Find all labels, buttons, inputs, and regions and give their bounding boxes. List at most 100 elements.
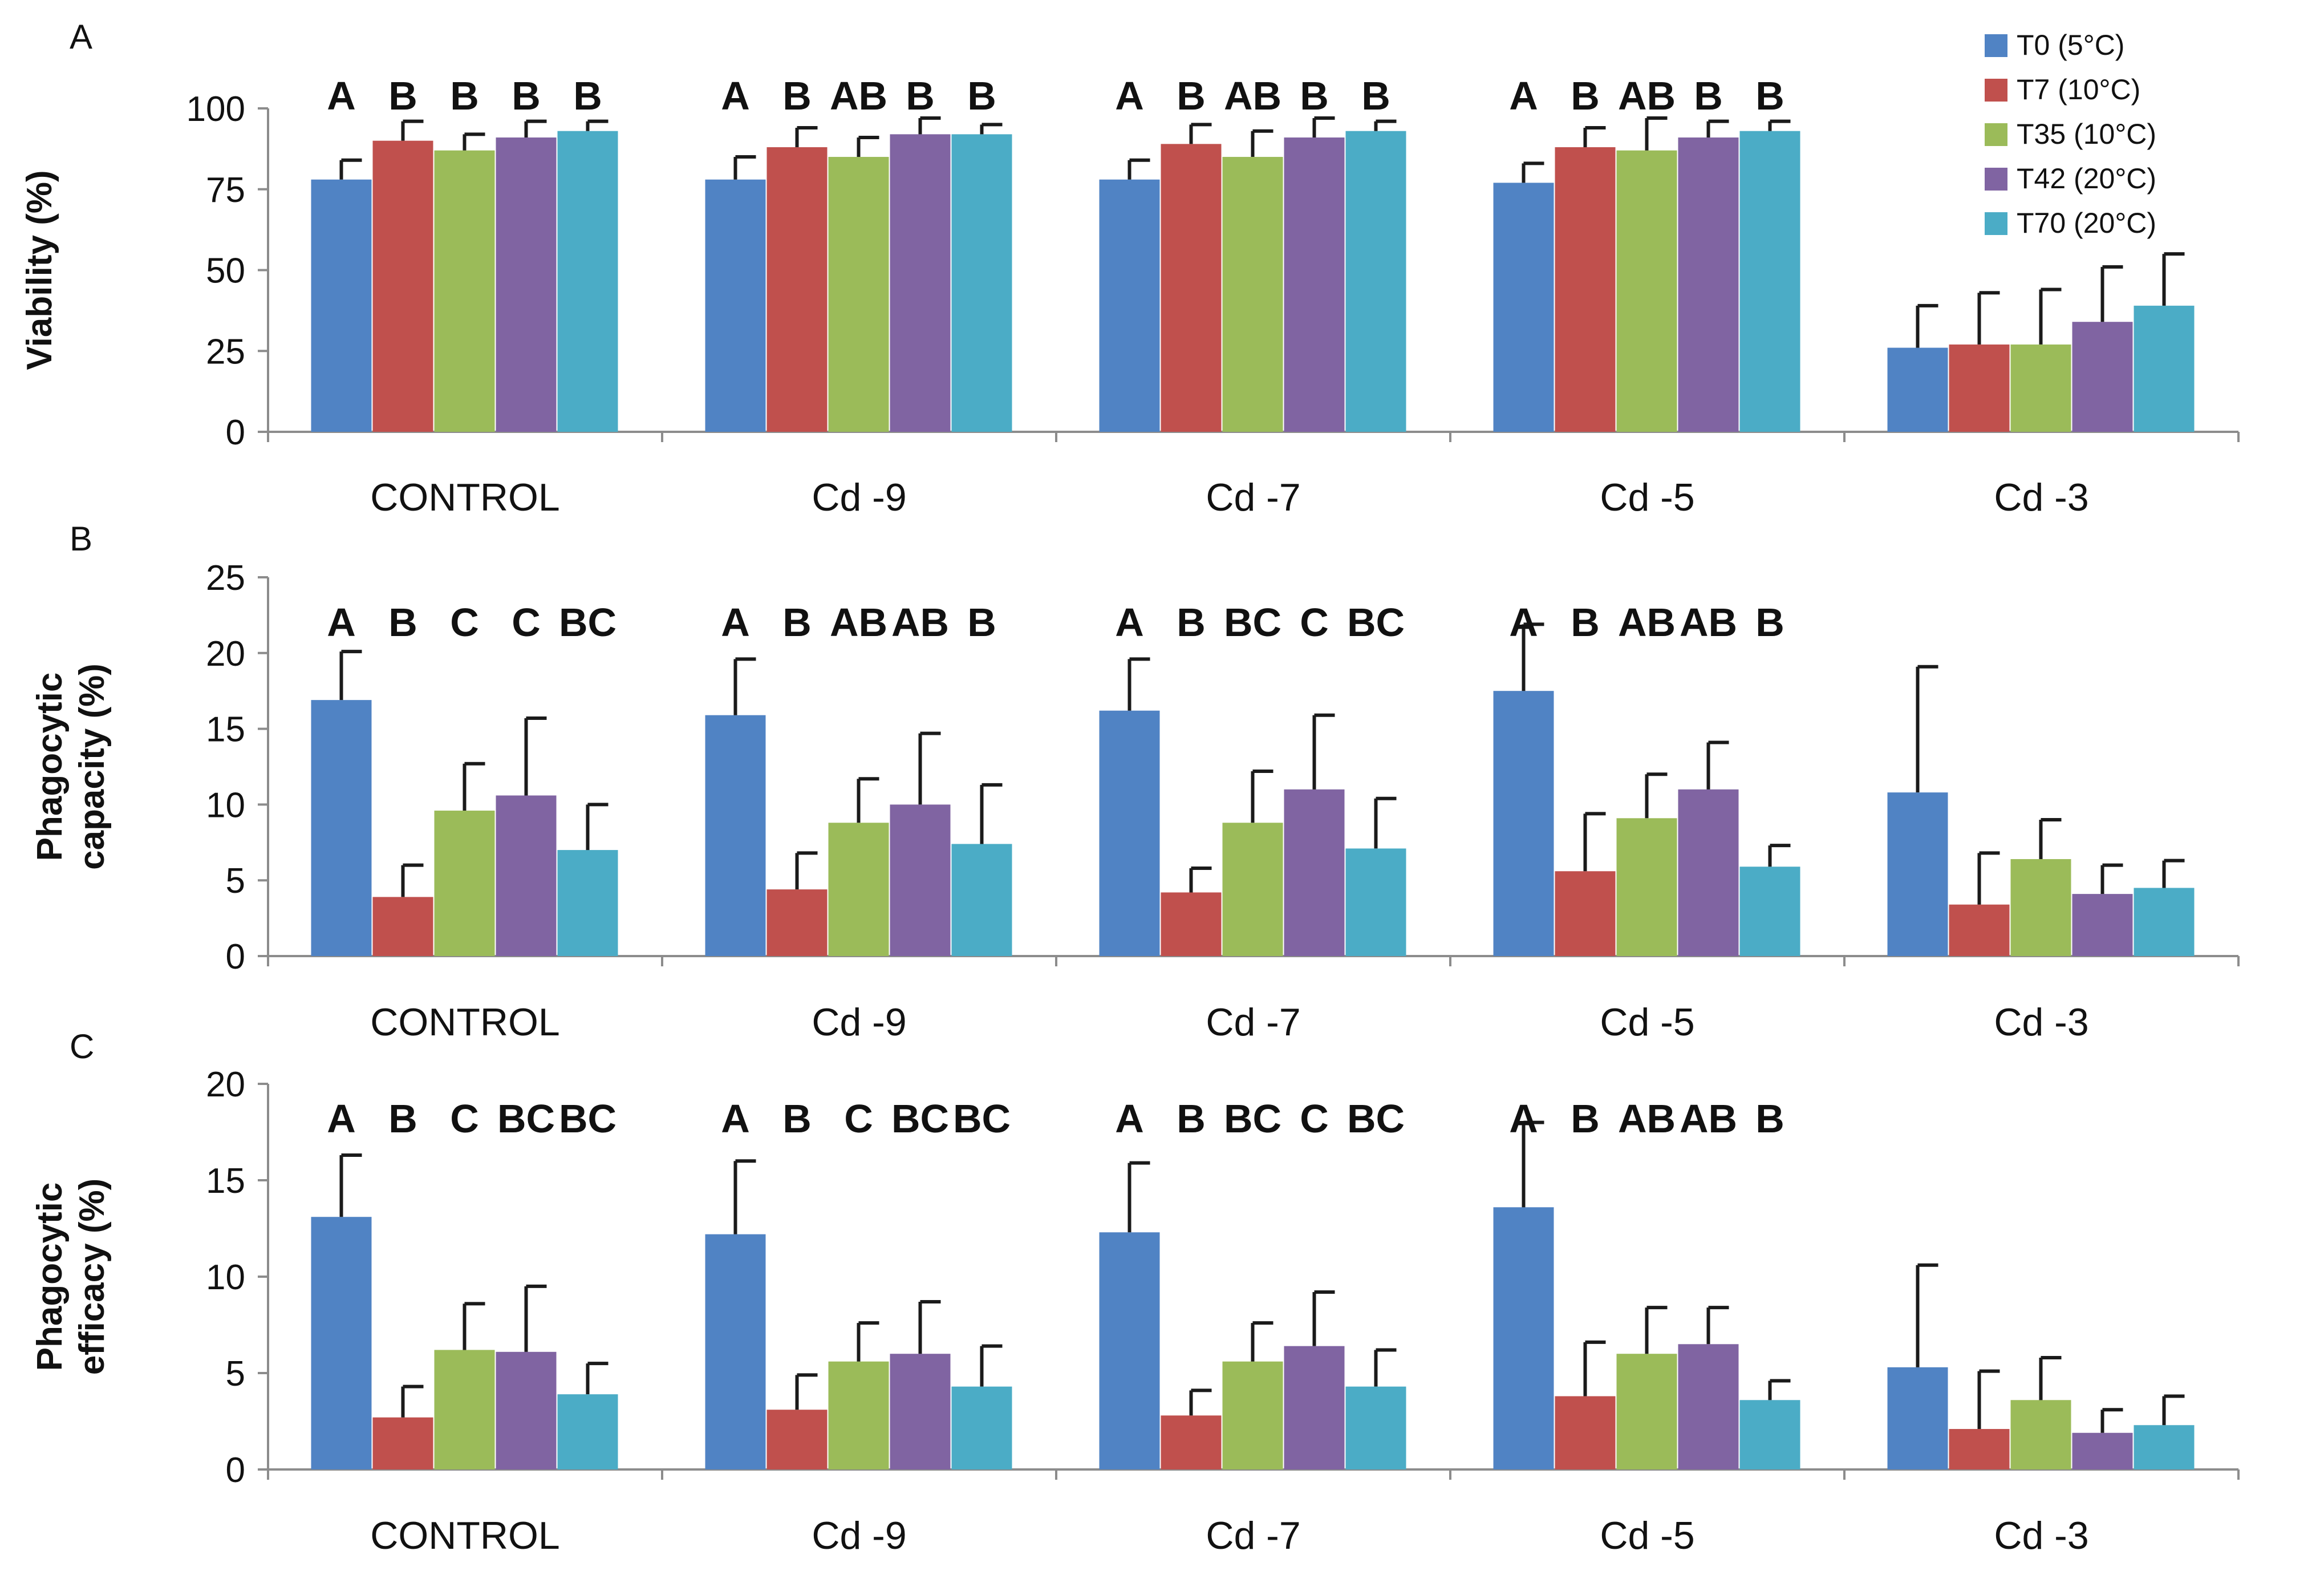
panel-c-significance-label: B bbox=[388, 1096, 417, 1141]
legend-swatch bbox=[1985, 123, 2007, 146]
panel-a-bar bbox=[1161, 144, 1222, 432]
panel-c-y-axis-title-line: efficacy (%) bbox=[72, 1179, 112, 1375]
panel-c-bar bbox=[766, 1410, 828, 1469]
panel-b-significance-label: A bbox=[721, 600, 750, 645]
panel-a-bar bbox=[890, 134, 951, 432]
panel-a-y-tick-label: 0 bbox=[226, 413, 245, 452]
panel-b-bar bbox=[766, 889, 828, 956]
panel-c-category-label: CONTROL bbox=[370, 1514, 559, 1557]
panel-a-significance-label: B bbox=[967, 74, 996, 118]
panel-b-y-tick-label: 20 bbox=[206, 634, 245, 674]
panel-c-significance-label: A bbox=[1509, 1096, 1538, 1141]
panel-b-significance-label: A bbox=[1509, 600, 1538, 645]
panel-c-bar bbox=[372, 1417, 433, 1469]
panel-b-category-label: Cd -9 bbox=[812, 1001, 906, 1044]
panel-a-bar bbox=[1345, 131, 1406, 432]
panel-c-significance-label: A bbox=[327, 1096, 356, 1141]
panel-b-bar bbox=[890, 804, 951, 956]
panel-a-bar bbox=[2010, 344, 2071, 432]
panel-b-bar bbox=[705, 715, 766, 956]
panel-c-significance-label: A bbox=[721, 1096, 750, 1141]
panel-b-letter: B bbox=[70, 520, 92, 558]
panel-c-y-tick-label: 0 bbox=[226, 1451, 245, 1490]
panel-c-significance-label: BC bbox=[497, 1096, 555, 1141]
panel-b-significance-label: B bbox=[782, 600, 812, 645]
panel-b-bar bbox=[1949, 904, 2010, 956]
panel-a-significance-label: A bbox=[1115, 74, 1144, 118]
panel-c-bar bbox=[1949, 1429, 2010, 1469]
panel-c-bar bbox=[2010, 1400, 2071, 1469]
panel-b-y-tick-label: 25 bbox=[206, 558, 245, 598]
panel-b-bar bbox=[1616, 818, 1677, 956]
panel-a-bar bbox=[1887, 347, 1948, 432]
panel-c-significance-label: B bbox=[1755, 1096, 1784, 1141]
panel-c-significance-label: BC bbox=[1347, 1096, 1405, 1141]
panel-a-bar bbox=[311, 179, 372, 432]
panel-c-bar bbox=[2134, 1425, 2195, 1469]
panel-c-significance-label: B bbox=[1177, 1096, 1206, 1141]
panel-c-significance-label: B bbox=[1571, 1096, 1600, 1141]
panel-c-bar bbox=[1161, 1415, 1222, 1469]
panel-b-significance-label: C bbox=[512, 600, 541, 645]
panel-a-significance-label: B bbox=[1300, 74, 1329, 118]
panel-c-significance-label: AB bbox=[1680, 1096, 1737, 1141]
panel-a-category-label: Cd -5 bbox=[1600, 476, 1694, 519]
panel-c-y-tick-label: 10 bbox=[206, 1258, 245, 1297]
panel-b-significance-label: A bbox=[1115, 600, 1144, 645]
panel-c-significance-label: BC bbox=[953, 1096, 1011, 1141]
panel-a-significance-label: A bbox=[1509, 74, 1538, 118]
panel-c-significance-label: C bbox=[844, 1096, 873, 1141]
panel-c-bar bbox=[1887, 1367, 1948, 1469]
panel-c-significance-label: A bbox=[1115, 1096, 1144, 1141]
legend-label: T7 (10°C) bbox=[2017, 74, 2140, 106]
panel-b-bar bbox=[1345, 848, 1406, 956]
panel-a-category-label: Cd -3 bbox=[1994, 476, 2088, 519]
panel-b-significance-label: BC bbox=[1347, 600, 1405, 645]
legend-label: T42 (20°C) bbox=[2017, 163, 2156, 195]
panel-a-bar bbox=[766, 147, 828, 432]
legend-swatch bbox=[1985, 79, 2007, 102]
panel-c-category-label: Cd -5 bbox=[1600, 1514, 1694, 1557]
panel-b-category-label: Cd -3 bbox=[1994, 1001, 2088, 1044]
panel-a-bar bbox=[557, 131, 618, 432]
panel-b-y-axis-title-line: Phagocytic bbox=[30, 673, 70, 861]
panel-a-significance-label: B bbox=[388, 74, 417, 118]
legend-swatch bbox=[1985, 212, 2007, 235]
panel-b-significance-label: B bbox=[388, 600, 417, 645]
panel-a-significance-label: B bbox=[450, 74, 479, 118]
panel-b-significance-label: AB bbox=[1618, 600, 1676, 645]
panel-a-y-tick-label: 100 bbox=[186, 90, 245, 129]
panel-c-bar bbox=[705, 1234, 766, 1469]
panel-b-bar bbox=[2010, 859, 2071, 956]
panel-a-bar bbox=[1493, 183, 1554, 432]
panel-b-significance-label: B bbox=[1755, 600, 1784, 645]
panel-a-letter: A bbox=[70, 18, 92, 56]
panel-a-bar bbox=[2072, 322, 2133, 432]
panel-a-significance-label: B bbox=[782, 74, 812, 118]
legend-label: T35 (10°C) bbox=[2017, 118, 2156, 150]
panel-a-y-axis-title: Viability (%) bbox=[20, 170, 59, 370]
legend-label: T70 (20°C) bbox=[2017, 207, 2156, 239]
panel-a-bar bbox=[1739, 131, 1800, 432]
panel-a-bar bbox=[496, 137, 557, 432]
panel-c-category-label: Cd -9 bbox=[812, 1514, 906, 1557]
panel-a-bar bbox=[828, 157, 889, 432]
panel-a-bar bbox=[1555, 147, 1616, 432]
panel-b-significance-label: AB bbox=[891, 600, 949, 645]
panel-b-bar bbox=[1739, 867, 1800, 956]
panel-b-bar bbox=[1284, 789, 1345, 956]
panel-c-significance-label: BC bbox=[1224, 1096, 1281, 1141]
panel-b-bar bbox=[1099, 710, 1160, 956]
panel-a-significance-label: A bbox=[721, 74, 750, 118]
panel-a-bar bbox=[1949, 344, 2010, 432]
panel-a-category-label: CONTROL bbox=[370, 476, 559, 519]
panel-b-significance-label: B bbox=[967, 600, 996, 645]
panel-a-bar bbox=[372, 140, 433, 432]
panel-c-bar bbox=[1284, 1346, 1345, 1469]
panel-c-category-label: Cd -7 bbox=[1206, 1514, 1300, 1557]
panel-a-significance-label: B bbox=[1694, 74, 1723, 118]
panel-b-significance-label: B bbox=[1571, 600, 1600, 645]
legend-swatch bbox=[1985, 34, 2007, 57]
panel-c-bar bbox=[434, 1350, 495, 1469]
